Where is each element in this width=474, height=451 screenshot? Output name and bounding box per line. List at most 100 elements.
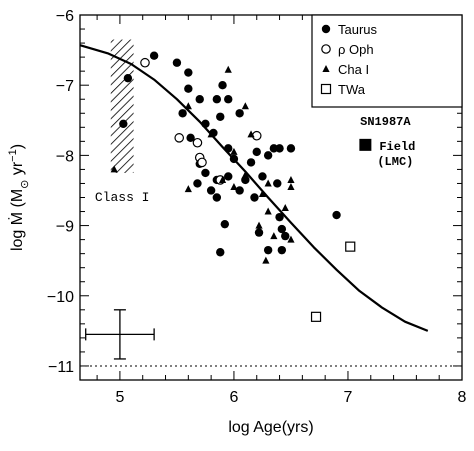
data-point-filled-circle [201,119,210,128]
data-point-filled-circle [224,144,233,153]
data-point-filled-triangle [287,182,295,190]
y-tick-label: −6 [56,8,74,25]
legend-label: TWa [338,82,366,97]
data-point-filled-circle [193,179,202,188]
data-point-filled-circle [254,228,264,237]
data-point-filled-circle [224,95,233,104]
data-point-filled-circle [119,119,128,128]
data-point-filled-circle [218,80,227,90]
y-axis-title: log Ṁ (M⊙ yr−1) [7,144,31,251]
data-point-filled-circle [201,168,210,178]
data-point-open-circle [140,57,150,68]
data-point-filled-circle [212,95,222,104]
data-point-filled-triangle [224,65,232,73]
sn1987a-label: SN1987A [360,115,411,129]
sn1987a-field: Field [379,140,415,154]
data-point-filled-circle [212,193,222,202]
x-tick-label: 8 [458,389,467,406]
sn1987a-marker [359,138,372,151]
data-point-filled-triangle [281,204,289,212]
data-point-filled-circle [224,172,233,181]
data-point-filled-circle [258,172,267,181]
y-axis-title-exp: −1 [7,149,19,162]
data-point-filled-circle [275,212,284,222]
data-point-open-circle [174,133,185,143]
data-point-open-circle [197,157,207,168]
data-point-filled-triangle [287,235,295,243]
y-tick-label: −9 [56,219,74,236]
data-point-filled-triangle [230,182,238,190]
y-tick-label: −11 [48,359,74,376]
data-point-filled-circle [172,58,182,67]
y-tick-label: −8 [56,148,74,165]
sn1987a-lmc: (LMC) [377,155,413,169]
data-point-filled-circle [235,186,244,195]
data-point-filled-circle [184,84,193,93]
data-point-filled-circle [216,112,225,121]
data-point-filled-circle [195,95,204,104]
data-point-filled-triangle [230,147,238,155]
data-point-filled-circle [229,154,239,164]
data-point-filled-circle [216,248,225,257]
data-point-filled-triangle [184,185,192,193]
data-point-filled-circle [186,133,195,143]
data-point-filled-circle [250,193,259,202]
legend-marker-open-square [320,83,332,95]
data-point-filled-triangle [110,165,118,173]
data-point-filled-triangle [264,179,272,187]
legend-label: ρ Oph [338,42,374,57]
legend-label: Taurus [338,22,378,37]
data-point-filled-triangle [218,175,227,183]
data-point-open-square [310,311,322,322]
class-i-band [110,39,134,173]
data-point-filled-circle [286,144,296,153]
data-point-open-circle [192,137,203,148]
data-point-filled-circle [273,179,282,188]
data-point-filled-triangle [287,175,295,183]
data-point-filled-triangle [241,102,249,110]
data-point-filled-circle [246,158,256,167]
legend: Taurus ρ Oph Cha I TWa [311,14,463,108]
data-point-filled-circle [220,219,230,229]
x-tick-label: 7 [344,389,353,406]
data-point-filled-circle [178,109,187,118]
data-point-open-square [345,241,356,252]
data-point-filled-circle [275,144,284,153]
data-point-filled-circle [252,147,261,157]
model-curve [79,44,429,332]
data-point-filled-circle [206,186,216,195]
data-point-filled-circle [149,51,159,60]
y-tick-label: −7 [56,78,74,95]
data-point-filled-circle [235,109,244,118]
data-point-filled-triangle [247,130,255,138]
y-axis-title-main: log Ṁ (M [7,189,26,251]
data-point-filled-circle [263,151,273,160]
data-point-filled-circle [281,231,290,241]
x-tick-label: 6 [229,389,238,406]
x-tick-label: 5 [115,389,124,406]
legend-label: Cha I [338,62,369,77]
data-point-filled-triangle [264,207,272,215]
legend-marker-filled-circle [321,24,331,34]
data-point-filled-circle [123,73,133,83]
data-point-filled-circle [263,245,273,255]
x-axis-title: log Age(yrs) [228,419,313,436]
data-point-filled-circle [332,210,341,220]
error-bar [85,309,155,360]
legend-marker-open-circle [321,44,331,54]
data-point-filled-circle [277,245,287,255]
data-point-filled-triangle [258,189,267,197]
legend-marker-filled-triangle [322,65,330,72]
data-point-filled-triangle [184,102,192,110]
class-i-label: Class I [95,190,150,205]
data-point-filled-triangle [241,171,249,179]
y-axis-title-sun: ⊙ [19,180,31,189]
y-axis-title-unit: yr [9,161,26,179]
y-axis-title-close: ) [9,144,26,149]
y-tick-label: −10 [47,289,74,306]
data-point-filled-circle [277,224,287,234]
data-point-filled-triangle [270,232,278,240]
data-point-filled-triangle [255,221,263,229]
